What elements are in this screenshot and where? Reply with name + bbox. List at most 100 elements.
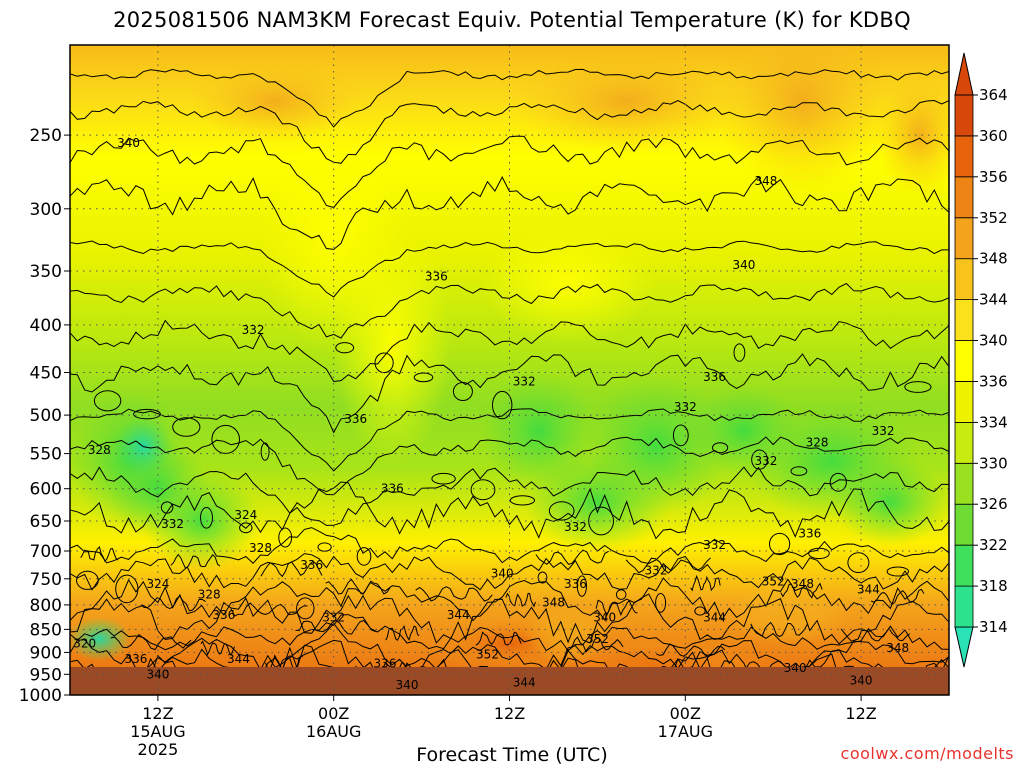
contour-line (110, 633, 192, 651)
colorbar-swatch (954, 544, 974, 587)
contour-closed (829, 472, 847, 492)
contour-closed (790, 466, 808, 476)
contour-closed (808, 547, 830, 560)
credit-text: coolwx.com/modelts (840, 744, 1014, 763)
contour-label: 320 (73, 636, 96, 650)
contour-label: 348 (886, 641, 909, 655)
contour-label: 336 (703, 370, 726, 384)
colorbar-swatch (954, 94, 974, 137)
y-tick-label: 350 (30, 262, 62, 282)
contour-label: 328 (249, 541, 272, 555)
contour-label: 340 (784, 661, 807, 675)
colorbar-tick-label: 326 (979, 495, 1008, 513)
colorbar-arrow-low (954, 626, 974, 668)
y-tick-label: 550 (30, 445, 62, 465)
shading-blob (524, 451, 671, 552)
contour-label: 328 (198, 588, 221, 602)
contour-label: 332 (242, 323, 265, 337)
x-tick-label: 12Z (142, 704, 173, 723)
contour-label: 340 (396, 678, 419, 692)
colorbar-swatch (954, 299, 974, 341)
contour-label: 340 (117, 136, 140, 150)
colorbar-tick-label: 340 (979, 332, 1008, 350)
below-ground-mask (70, 667, 949, 695)
contour-label: 336 (212, 608, 235, 622)
contour-label: 324 (146, 577, 169, 591)
contour-closed (615, 589, 627, 600)
contour-label: 344 (703, 610, 726, 624)
contour-line (70, 481, 949, 540)
contour-closed (239, 522, 253, 534)
contour-closed (452, 382, 473, 401)
contour-line (260, 560, 323, 578)
contour-line (415, 586, 493, 602)
contour-closed (211, 424, 240, 454)
contour-line (535, 549, 609, 565)
contour-label: 340 (593, 610, 616, 624)
contour-line (720, 660, 787, 667)
contour-line (780, 582, 823, 599)
shading-blob (875, 75, 949, 196)
colorbar-swatch (954, 135, 974, 178)
contour-label: 336 (124, 652, 147, 666)
shading-blob (480, 222, 656, 343)
x-tick-label: 12Z (845, 704, 876, 723)
contour-closed (751, 449, 768, 470)
contour-label: 344 (857, 582, 880, 596)
colorbar-tick-label: 360 (979, 127, 1008, 145)
y-axis: 250 300 350 400 450 500 550 600 650 700 750 800 850 9… (19, 126, 70, 706)
x-tick-date: 16AUG (306, 722, 361, 741)
contour-label: 332 (754, 454, 777, 468)
y-tick-label: 900 (30, 643, 62, 663)
shading-blob (831, 456, 949, 547)
contour-closed (588, 506, 614, 536)
contour-line (750, 621, 809, 638)
contour-label: 336 (374, 657, 397, 671)
colorbar-swatch (954, 503, 974, 546)
y-tick-label: 1000 (19, 686, 62, 706)
contour-line (70, 436, 949, 496)
contour-closed (847, 552, 870, 573)
contour-line (70, 639, 949, 667)
y-tick-label: 450 (30, 364, 62, 384)
contour-closed (133, 408, 161, 420)
colorbar-tick-label: 318 (979, 577, 1008, 595)
contour-closed (296, 597, 315, 620)
y-tick-label: 250 (30, 126, 62, 146)
contour-line (505, 592, 536, 608)
shading-blob (729, 584, 847, 645)
contour-label: 340 (491, 566, 514, 580)
contour-closed (904, 381, 932, 393)
colorbar-tick-label: 348 (979, 250, 1008, 268)
contour-closed (492, 390, 513, 420)
shading-blob (714, 45, 891, 192)
y-tick-label: 600 (30, 480, 62, 500)
contour-line (80, 546, 119, 563)
contour-line (70, 553, 949, 591)
colorbar-tick-label: 352 (979, 209, 1008, 227)
contour-line (690, 574, 721, 592)
contour-closed (413, 372, 434, 383)
x-tick-date: 17AUG (658, 722, 713, 741)
y-tick-label: 500 (30, 406, 62, 426)
contour-line (625, 557, 711, 574)
contour-label: 336 (564, 577, 587, 591)
contour-line (475, 631, 522, 646)
contour-closed (335, 342, 355, 354)
colorbar-swatch (954, 340, 974, 382)
contour-closed (769, 532, 791, 556)
y-tick-label: 850 (30, 620, 62, 640)
contour-label: 328 (88, 443, 111, 457)
contour-closed (886, 566, 909, 577)
contour-line (70, 68, 949, 128)
contour-label: 352 (586, 632, 609, 646)
x-tick-label: 12Z (494, 704, 525, 723)
contour-line (70, 527, 949, 565)
contour-label: 332 (564, 520, 587, 534)
colorbar-tick-label: 336 (979, 373, 1008, 391)
colorbar-swatch (954, 176, 974, 219)
y-tick-label: 750 (30, 570, 62, 590)
contour-line (70, 99, 949, 164)
